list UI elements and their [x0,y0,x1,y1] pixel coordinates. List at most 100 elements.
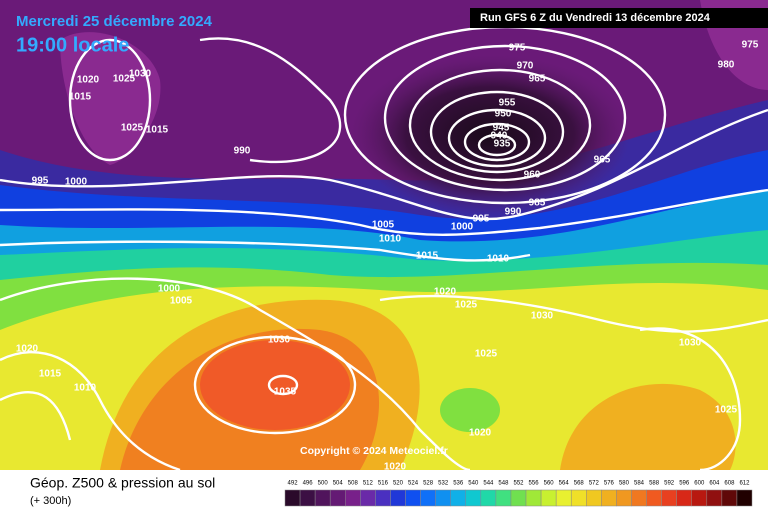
scale-cell [525,489,542,507]
isobar-label: 975 [742,40,759,51]
scale-label: 492 [288,481,299,487]
isobar-label: 935 [494,139,511,150]
isobar-label: 955 [499,98,516,109]
scale-cell [540,489,557,507]
scale-cell [586,489,602,507]
isobar-label: 995 [473,214,490,225]
scale-cell [706,489,723,507]
scale-cell [510,489,527,507]
scale-cell [450,489,467,507]
isobar-label: 1015 [416,251,439,262]
isobar-label: 980 [718,60,735,71]
scale-cell [661,489,677,507]
scale-label: 516 [378,481,389,487]
scale-cell [736,489,753,507]
scale-label: 552 [513,481,524,487]
scale-label: 568 [574,481,585,487]
scale-label: 504 [333,481,344,487]
scale-label: 604 [709,481,720,487]
scale-label: 592 [664,481,675,487]
isobar-label: 1030 [531,311,554,322]
isobar [0,108,768,221]
isobar-label: 1020 [77,75,100,86]
isobar-label: 1020 [469,428,492,439]
scale-label: 596 [679,481,690,487]
isobar-label: 1000 [451,222,474,233]
isobar-label: 1015 [39,369,62,380]
scale-label: 500 [318,481,329,487]
isobar [193,335,357,435]
isobar-label: 975 [509,43,526,54]
scale-label: 512 [363,481,374,487]
isobar [68,38,152,162]
scale-label: 536 [453,481,464,487]
scale-cell [570,489,587,507]
isobar-label: 1005 [170,296,193,307]
isobar [0,277,471,472]
isobar [429,90,565,174]
run-info: Run GFS 6 Z du Vendredi 13 décembre 2024 [480,12,711,24]
color-scale: 492 496 500 504 508 512 516 520 524 528 532 536 540 5… [284,481,753,507]
scale-label: 544 [483,481,494,487]
isobar-label: 970 [517,61,534,72]
scale-cell [314,489,331,507]
isobar [463,122,531,162]
scale-label: 496 [303,481,314,487]
isobar-label: 1025 [715,405,738,416]
isobars [0,25,768,472]
scale-label: 556 [529,481,540,487]
scale-label: 564 [559,481,570,487]
isobar [447,108,547,168]
isobar-label: 945 [493,123,510,134]
isobar [0,350,181,472]
isobar-label: 1020 [16,344,39,355]
scale-cell [465,489,482,507]
scale-cell [420,489,436,507]
isobar-label: 1010 [487,254,510,265]
isobar-label: 1025 [455,300,478,311]
scale-cell [676,489,692,507]
isobar-label: 990 [234,146,251,157]
scale-label: 540 [468,481,479,487]
scale-cell [435,489,451,507]
scale-label: 548 [498,481,509,487]
isobar [0,240,531,262]
isobar [0,390,72,441]
isobar [408,68,592,182]
isobar-label: 1020 [384,462,407,473]
isobar-label: 1030 [268,335,291,346]
scale-label: 612 [739,481,750,487]
scale-label: 528 [423,481,434,487]
isobar-label: 1000 [65,177,88,188]
scale-label: 584 [634,481,645,487]
footer-subtitle: (+ 300h) [30,495,71,507]
isobar-label: 990 [505,207,522,218]
isobar-label: 950 [495,109,512,120]
run-box [470,8,768,28]
isobar-label: 1035 [274,387,297,398]
scale-label: 560 [544,481,555,487]
isobar-label: 1025 [121,123,144,134]
scale-cell [299,489,316,507]
isobar [379,294,768,333]
scale-cell [721,489,738,507]
scale-label: 532 [438,481,449,487]
isobar-label: 1010 [74,383,97,394]
scale-cell [360,489,376,507]
scale-cell [555,489,572,507]
isobar-label: 985 [529,198,546,209]
scale-cell [390,489,406,507]
scale-label: 572 [589,481,600,487]
isobar-label: 1010 [379,234,402,245]
isobar [199,37,342,164]
scale-label: 508 [348,481,359,487]
scale-label: 580 [619,481,630,487]
isobar-label: 995 [32,176,49,187]
isobar-label: 1005 [372,220,395,231]
isobar-label: 940 [491,131,508,142]
isobar [0,188,768,236]
isobar-label: 1020 [434,287,457,298]
isobar-label: 1030 [679,338,702,349]
isobar-label: 1015 [69,92,92,103]
